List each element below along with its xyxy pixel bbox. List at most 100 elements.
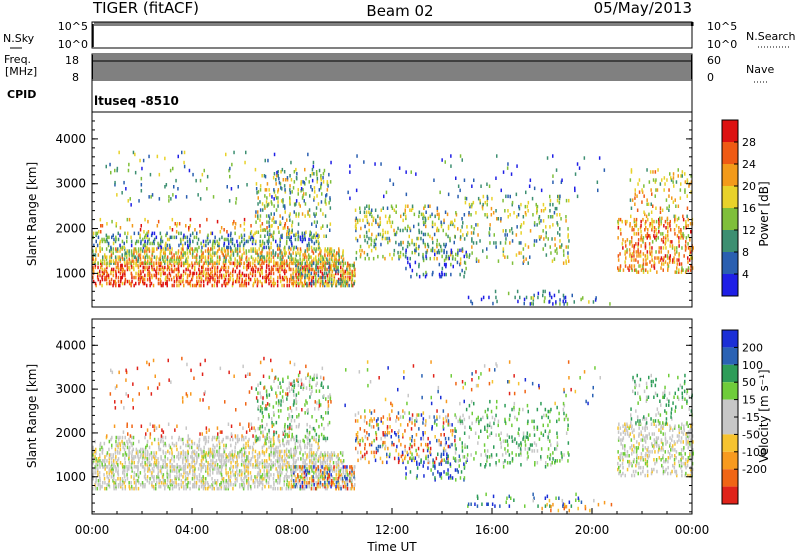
data-cell <box>121 263 123 268</box>
data-cell <box>222 261 225 265</box>
data-cell <box>486 182 488 186</box>
data-cell <box>106 261 108 265</box>
data-cell <box>542 247 544 251</box>
data-cell <box>270 271 272 276</box>
data-cell <box>157 473 159 477</box>
velocity-heatmap-cells <box>92 356 694 513</box>
data-cell <box>631 252 634 256</box>
data-cell <box>662 240 665 244</box>
power-colorbar-tick-label: 12 <box>742 224 756 237</box>
data-cell <box>289 237 291 242</box>
data-cell <box>313 198 315 202</box>
data-cell <box>158 257 160 261</box>
data-cell <box>335 261 337 266</box>
data-cell <box>312 275 315 280</box>
data-cell <box>663 256 665 260</box>
data-cell <box>356 238 359 243</box>
data-cell <box>660 238 663 242</box>
data-cell <box>405 192 408 197</box>
data-cell <box>470 213 472 217</box>
data-cell <box>351 479 353 483</box>
data-cell <box>279 275 281 280</box>
data-cell <box>162 283 164 288</box>
data-cell <box>678 262 681 266</box>
data-cell <box>634 188 636 192</box>
data-cell <box>298 212 300 216</box>
data-cell <box>333 279 335 284</box>
data-cell <box>108 235 110 240</box>
data-cell <box>271 202 273 206</box>
data-cell <box>292 261 294 266</box>
data-cell <box>631 268 633 272</box>
data-cell <box>252 271 254 276</box>
data-cell <box>146 261 149 265</box>
data-cell <box>473 227 475 231</box>
data-cell <box>127 231 129 236</box>
data-cell <box>202 273 204 278</box>
data-cell <box>209 261 211 266</box>
data-cell <box>214 239 216 244</box>
data-cell <box>438 242 441 247</box>
data-cell <box>248 277 250 282</box>
data-cell <box>533 223 536 227</box>
data-cell <box>108 279 111 284</box>
data-cell <box>324 471 327 475</box>
data-cell <box>218 255 221 259</box>
data-cell <box>660 232 662 236</box>
data-cell <box>673 256 675 260</box>
data-cell <box>169 461 171 465</box>
data-cell <box>304 271 306 276</box>
data-cell <box>185 195 188 199</box>
data-cell <box>128 251 130 255</box>
data-cell <box>266 226 268 230</box>
data-cell <box>200 275 202 280</box>
data-cell <box>251 265 254 270</box>
data-cell <box>183 484 185 489</box>
data-cell <box>315 275 317 280</box>
data-cell <box>359 248 361 253</box>
data-cell <box>106 459 108 463</box>
data-cell <box>268 253 270 257</box>
data-cell <box>223 243 225 248</box>
data-cell <box>137 455 139 459</box>
data-cell <box>283 483 285 487</box>
data-cell <box>690 256 692 260</box>
data-cell <box>160 245 163 250</box>
data-cell <box>270 467 272 471</box>
data-cell <box>266 204 268 208</box>
data-cell <box>257 190 260 194</box>
data-cell <box>175 195 177 199</box>
data-cell <box>234 483 237 487</box>
data-cell <box>239 259 241 263</box>
data-cell <box>453 240 455 245</box>
data-cell <box>321 473 324 477</box>
y-tick-label: 2000 <box>55 222 86 236</box>
data-cell <box>690 230 692 234</box>
data-cell <box>640 236 642 240</box>
data-cell <box>217 243 219 248</box>
data-cell <box>105 237 108 242</box>
data-cell <box>303 199 305 203</box>
data-cell <box>137 271 140 276</box>
data-cell <box>651 254 653 258</box>
data-cell <box>597 188 599 193</box>
data-cell <box>279 237 281 242</box>
data-cell <box>424 242 426 247</box>
data-cell <box>94 465 97 469</box>
data-cell <box>296 176 298 181</box>
data-cell <box>151 231 154 236</box>
data-cell <box>153 247 155 251</box>
data-cell <box>536 223 538 227</box>
data-cell <box>250 224 252 228</box>
data-cell <box>259 224 262 228</box>
data-cell <box>467 295 470 300</box>
data-cell <box>255 230 258 234</box>
data-cell <box>230 187 233 191</box>
data-cell <box>340 269 342 274</box>
data-cell <box>128 484 130 489</box>
data-cell <box>450 252 452 257</box>
data-cell <box>497 259 500 263</box>
data-cell <box>290 471 292 475</box>
data-cell <box>375 246 377 251</box>
data-cell <box>256 251 259 255</box>
